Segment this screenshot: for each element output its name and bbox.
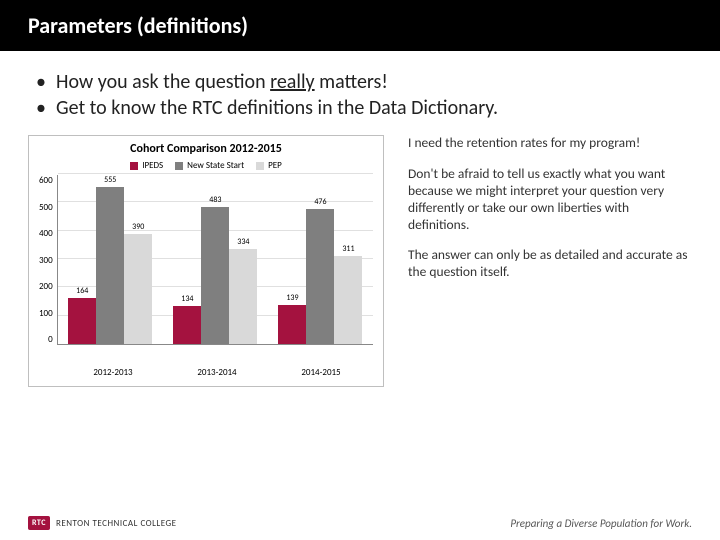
bullet-item: Get to know the RTC definitions in the D… <box>28 95 692 121</box>
bar: 476 <box>306 209 334 344</box>
legend-label: IPEDS <box>142 160 163 171</box>
two-column-layout: Cohort Comparison 2012-2015 IPEDS New Sta… <box>28 135 692 387</box>
legend-label: PEP <box>268 160 282 171</box>
y-axis: 600 500 400 300 200 100 0 <box>39 175 57 345</box>
chart-title: Cohort Comparison 2012-2015 <box>39 142 373 156</box>
bar-value-label: 311 <box>342 244 354 254</box>
logo-badge: RTC <box>28 516 50 530</box>
side-paragraph: I need the retention rates for my progra… <box>408 135 692 152</box>
y-tick: 0 <box>48 334 53 345</box>
legend-label: New State Start <box>187 160 244 171</box>
legend-item: New State Start <box>175 160 244 171</box>
bar: 483 <box>201 207 229 344</box>
y-tick: 300 <box>39 255 53 266</box>
legend-swatch <box>175 162 183 170</box>
x-axis: 2012-20132013-20142014-2015 <box>61 365 373 378</box>
bullet-text-pre: Get to know the RTC definitions in the D… <box>56 96 498 120</box>
slide-body: How you ask the question really matters!… <box>0 51 720 387</box>
footer-tagline: Preparing a Diverse Population for Work. <box>510 517 692 530</box>
side-paragraph: Don't be afraid to tell us exactly what … <box>408 166 692 234</box>
chart-plot-area: 6005004003002001000 16455539013448333413… <box>39 175 373 365</box>
bullet-item: How you ask the question really matters! <box>28 69 692 95</box>
bar-group: 164555390 <box>58 175 163 344</box>
bar-group: 139476311 <box>268 175 373 344</box>
bar-group: 134483334 <box>163 175 268 344</box>
bar-value-label: 134 <box>181 294 193 304</box>
slide-title: Parameters (definitions) <box>0 0 720 51</box>
plot: 164555390134483334139476311 <box>57 175 373 345</box>
bullet-text-underline: really <box>270 70 314 94</box>
legend-item: IPEDS <box>130 160 163 171</box>
chart-legend: IPEDS New State Start PEP <box>39 160 373 171</box>
bar: 555 <box>96 187 124 344</box>
chart-container: Cohort Comparison 2012-2015 IPEDS New Sta… <box>28 135 384 387</box>
bullet-list: How you ask the question really matters!… <box>28 69 692 121</box>
bar-value-label: 555 <box>104 175 116 185</box>
x-tick-label: 2014-2015 <box>269 365 373 378</box>
bar-value-label: 164 <box>76 286 88 296</box>
side-commentary: I need the retention rates for my progra… <box>408 135 692 295</box>
y-tick: 600 <box>39 175 53 186</box>
x-tick-label: 2013-2014 <box>165 365 269 378</box>
y-tick: 200 <box>39 281 53 292</box>
bar-value-label: 483 <box>209 195 221 205</box>
legend-item: PEP <box>256 160 282 171</box>
y-tick: 100 <box>39 308 53 319</box>
bar: 164 <box>68 298 96 344</box>
bar-value-label: 476 <box>314 197 326 207</box>
bar: 311 <box>334 256 362 344</box>
bar: 134 <box>173 306 201 344</box>
bar: 390 <box>124 234 152 345</box>
logo: RTC RENTON TECHNICAL COLLEGE <box>28 516 177 530</box>
bar-value-label: 390 <box>132 222 144 232</box>
bar-value-label: 334 <box>237 237 249 247</box>
legend-swatch <box>256 162 264 170</box>
bar: 139 <box>278 305 306 344</box>
logo-text: RENTON TECHNICAL COLLEGE <box>56 518 177 529</box>
bullet-text-pre: How you ask the question <box>56 70 270 94</box>
y-tick: 400 <box>39 228 53 239</box>
bar-value-label: 139 <box>286 293 298 303</box>
bar: 334 <box>229 249 257 344</box>
side-paragraph: The answer can only be as detailed and a… <box>408 247 692 281</box>
y-tick: 500 <box>39 202 53 213</box>
x-tick-label: 2012-2013 <box>61 365 165 378</box>
bullet-text-post: matters! <box>315 70 388 94</box>
legend-swatch <box>130 162 138 170</box>
